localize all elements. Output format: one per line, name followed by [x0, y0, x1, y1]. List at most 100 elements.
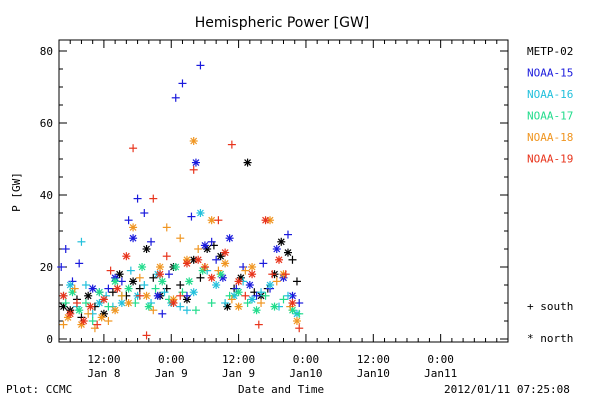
marker-stroke — [197, 209, 204, 217]
y-axis-label: P [GW] — [10, 172, 23, 212]
data-point-noaa-16-north — [189, 288, 198, 297]
data-point-noaa-15-south — [147, 237, 156, 246]
data-point-noaa-18-north — [156, 263, 165, 271]
timestamp: 2012/01/11 07:25:08 — [444, 383, 570, 396]
data-point-metp-02-north — [115, 270, 124, 279]
data-point-noaa-15-north — [288, 291, 297, 300]
marker-stroke — [217, 252, 225, 260]
data-point-metp-02-south — [108, 288, 117, 297]
data-point-noaa-15-south — [61, 245, 70, 253]
legend-entry-metp-02: METP-02 — [527, 45, 573, 58]
data-point-noaa-19-south — [227, 140, 236, 149]
data-point-noaa-15-north — [200, 241, 209, 250]
data-point-noaa-15-south — [196, 61, 205, 70]
data-point-noaa-17-north — [158, 277, 167, 286]
marker-stroke — [129, 277, 137, 285]
data-point-noaa-19-south — [241, 291, 250, 300]
data-point-noaa-15-north — [129, 234, 138, 243]
data-point-noaa-17-north — [270, 302, 279, 311]
data-point-noaa-18-north — [129, 223, 138, 232]
data-point-noaa-17-north — [234, 288, 243, 297]
marker-stroke — [125, 285, 133, 293]
x-tick-label-date: Jan 9 — [155, 367, 188, 380]
marker-stroke — [235, 288, 243, 296]
data-point-noaa-17-south — [61, 299, 70, 307]
marker-stroke — [289, 306, 296, 314]
data-point-noaa-17-south — [81, 299, 90, 307]
marker-stroke — [266, 281, 274, 289]
data-point-noaa-18-south — [104, 317, 113, 325]
data-point-noaa-15-south — [207, 237, 216, 246]
marker-stroke — [116, 270, 124, 278]
data-point-noaa-19-north — [86, 302, 95, 311]
marker-stroke — [248, 263, 256, 271]
x-axis-label: Date and Time — [238, 383, 325, 396]
marker-stroke — [111, 277, 119, 285]
data-point-metp-02-north — [84, 291, 93, 300]
data-point-noaa-15-south — [187, 212, 196, 221]
data-point-noaa-19-north — [275, 255, 284, 264]
data-point-metp-02-north — [243, 158, 252, 167]
data-point-noaa-18-south — [117, 291, 126, 300]
data-point-noaa-17-south — [131, 299, 140, 307]
data-point-noaa-19-north — [122, 252, 131, 261]
marker-stroke — [87, 303, 94, 311]
data-point-noaa-16-north — [95, 299, 104, 307]
data-point-noaa-18-north — [207, 216, 216, 225]
marker-stroke — [125, 299, 133, 307]
data-point-noaa-19-south — [162, 252, 171, 261]
data-point-noaa-19-north — [182, 259, 191, 268]
marker-stroke — [100, 295, 108, 303]
data-point-noaa-17-north — [252, 306, 261, 315]
marker-stroke — [190, 288, 198, 296]
data-point-noaa-18-north — [97, 313, 106, 322]
data-point-noaa-18-south — [214, 266, 223, 275]
data-point-metp-02-south — [292, 277, 301, 286]
data-point-noaa-19-north — [79, 317, 88, 325]
data-point-noaa-15-south — [283, 230, 292, 239]
data-point-noaa-15-south — [165, 270, 174, 279]
marker-stroke — [75, 306, 83, 314]
data-point-noaa-19-north — [59, 291, 68, 300]
data-point-noaa-16-north — [66, 281, 75, 289]
marker-stroke — [201, 241, 209, 249]
data-point-noaa-18-south — [272, 277, 281, 286]
marker-stroke — [271, 303, 278, 311]
data-point-noaa-17-south — [207, 299, 216, 307]
data-point-noaa-17-south — [104, 302, 113, 311]
marker-stroke — [277, 238, 285, 246]
marker-stroke — [275, 256, 283, 264]
data-point-noaa-16-south — [176, 302, 185, 311]
data-point-noaa-19-north — [66, 309, 75, 318]
legend-entry-noaa-18: NOAA-18 — [527, 131, 573, 144]
marker-stroke — [118, 299, 126, 307]
marker-stroke — [129, 223, 137, 231]
marker-stroke — [190, 137, 198, 145]
data-point-metp-02-north — [129, 277, 138, 286]
data-point-metp-02-north — [277, 237, 286, 246]
data-point-metp-02-south — [149, 273, 158, 282]
marker-stroke — [138, 263, 146, 271]
data-point-noaa-15-north — [191, 158, 200, 167]
data-point-noaa-17-south — [151, 284, 160, 293]
marker-stroke — [113, 285, 121, 293]
marker-stroke — [212, 281, 220, 289]
data-point-noaa-17-north — [185, 277, 194, 286]
data-point-metp-02-south — [196, 273, 205, 282]
marker-stroke — [208, 216, 216, 224]
marker-stroke — [235, 277, 243, 285]
marker-stroke — [194, 256, 202, 264]
data-point-noaa-17-south — [261, 291, 270, 300]
marker-stroke — [111, 306, 119, 314]
marker-stroke — [262, 216, 269, 224]
marker-stroke — [122, 252, 130, 260]
x-tick-label-time: 0:00 — [427, 353, 454, 366]
marker-stroke — [248, 270, 256, 278]
marker-stroke — [95, 299, 103, 307]
data-point-noaa-16-south — [283, 291, 292, 300]
legend-entry-noaa-16: NOAA-16 — [527, 88, 573, 101]
data-point-noaa-18-south — [176, 234, 185, 243]
x-tick-label-date: Jan 8 — [87, 367, 120, 380]
data-point-noaa-18-south — [70, 284, 79, 293]
